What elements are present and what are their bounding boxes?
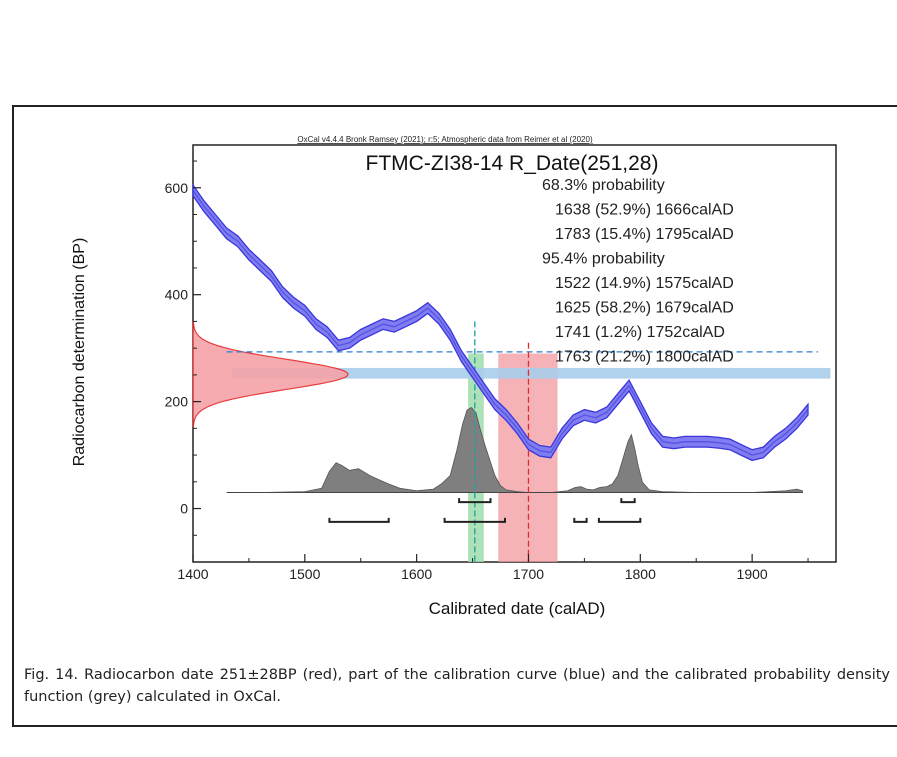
y-tick-label: 600	[165, 180, 189, 196]
probability-line: 68.3% probability	[542, 177, 665, 194]
probability-text: 68.3% probability 1638 (52.9%) 1666calAD 1…	[542, 177, 734, 366]
probability-line: 1763 (21.2%) 1800calAD	[555, 349, 734, 366]
probability-distribution	[226, 406, 803, 493]
range-bracket-95	[443, 517, 506, 523]
probability-line: 1741 (1.2%) 1752calAD	[555, 324, 725, 341]
y-tick-label: 200	[165, 394, 189, 410]
chart-header: OxCal v4.4.4 Bronk Ramsey (2021); r:5; A…	[297, 135, 593, 144]
range-bracket-68	[620, 498, 636, 504]
y-axis-label: Radiocarbon determination (BP)	[71, 238, 88, 467]
chart-title: FTMC-ZI38-14 R_Date(251,28)	[366, 152, 659, 175]
x-axis-label: Calibrated date (calAD)	[429, 599, 606, 618]
probability-line: 1638 (52.9%) 1666calAD	[555, 202, 734, 219]
x-tick-label: 1500	[289, 566, 320, 582]
x-tick-label: 1800	[625, 566, 656, 582]
probability-line: 1783 (15.4%) 1795calAD	[555, 226, 734, 243]
y-tick-label: 400	[165, 287, 189, 303]
range-bracket-95	[597, 517, 642, 523]
probability-line: 1522 (14.9%) 1575calAD	[555, 275, 734, 292]
range-bracket-68	[458, 498, 492, 504]
probability-line: 95.4% probability	[542, 251, 665, 268]
x-tick-label: 1700	[513, 566, 544, 582]
calibration-curve	[192, 190, 809, 456]
x-tick-label: 1400	[177, 566, 208, 582]
figure-frame	[12, 105, 897, 727]
figure-caption: Fig. 14. Radiocarbon date 251±28BP (red)…	[24, 667, 890, 705]
range-bracket-95	[328, 517, 390, 523]
y-tick-label: 0	[180, 501, 188, 517]
x-tick-label: 1900	[737, 566, 768, 582]
range-bracket-95	[573, 517, 588, 523]
probability-line: 1625 (58.2%) 1679calAD	[555, 300, 734, 317]
x-tick-label: 1600	[401, 566, 432, 582]
radiocarbon-date-distribution	[192, 321, 349, 428]
calibration-curve-band	[192, 183, 809, 462]
date-band	[232, 367, 831, 379]
